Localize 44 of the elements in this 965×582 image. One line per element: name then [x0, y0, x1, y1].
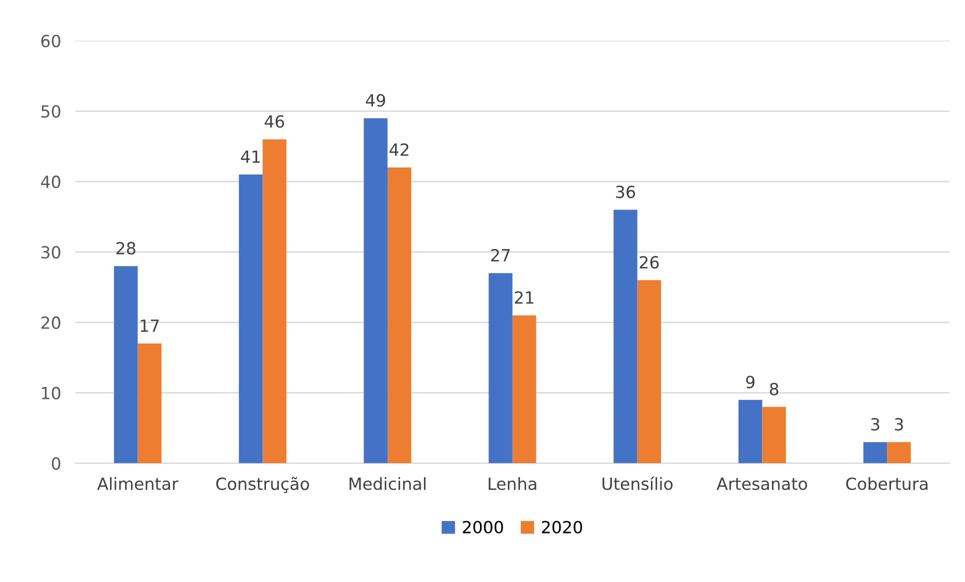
- y-tick-label: 20: [41, 316, 60, 329]
- data-label: 3: [894, 418, 903, 431]
- legend-label: 2020: [542, 520, 582, 534]
- bar: [887, 442, 911, 464]
- x-tick-label: Cobertura: [846, 477, 928, 490]
- bar: [488, 273, 512, 464]
- data-label: 8: [770, 382, 778, 396]
- bar: [114, 266, 138, 464]
- y-tick-label: 50: [41, 105, 60, 118]
- data-label: 41: [240, 150, 260, 163]
- bar: [138, 344, 162, 464]
- data-label: 28: [116, 242, 136, 255]
- data-label: 21: [514, 291, 534, 304]
- legend-label: 2000: [462, 520, 503, 534]
- data-label: 17: [140, 320, 159, 332]
- y-tick-label: 60: [41, 34, 60, 48]
- y-tick-label: 10: [42, 386, 60, 400]
- data-label: 46: [264, 115, 284, 128]
- data-label: 26: [640, 256, 659, 269]
- y-tick-label: 0: [52, 457, 60, 470]
- data-label: 49: [366, 94, 386, 107]
- data-label: 36: [616, 186, 636, 198]
- data-label: 9: [746, 376, 754, 388]
- data-label: 3: [871, 418, 880, 431]
- bar: [364, 118, 388, 464]
- data-label: 42: [390, 143, 408, 156]
- bar: [762, 406, 786, 464]
- x-tick-label: Artesanato: [716, 478, 808, 490]
- bar: [614, 210, 638, 464]
- bar: [388, 168, 412, 464]
- bar: [863, 442, 888, 464]
- x-tick-label: Lenha: [488, 477, 536, 490]
- bar: [238, 174, 263, 464]
- y-tick-label: 40: [40, 176, 60, 188]
- x-tick-label: Construção: [216, 476, 310, 494]
- bar: [637, 280, 662, 464]
- x-tick-label: Utensílio: [602, 476, 673, 490]
- bar: [262, 139, 286, 464]
- bar: [512, 315, 536, 464]
- x-tick-label: Medicinal: [350, 477, 426, 490]
- data-label: 27: [491, 248, 510, 262]
- y-tick-label: 30: [41, 246, 60, 259]
- bar: [738, 400, 762, 464]
- x-tick-label: Alimentar: [97, 477, 178, 490]
